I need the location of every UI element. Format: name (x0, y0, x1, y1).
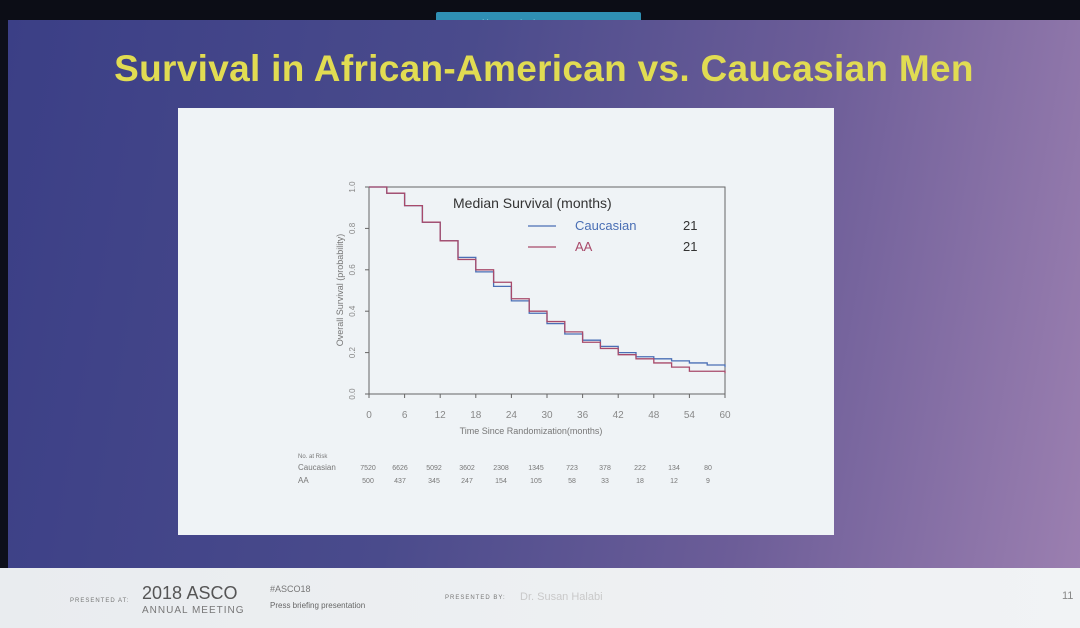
y-axis-label: Overall Survival (probability) (335, 234, 345, 347)
x-tick-label: 18 (470, 410, 482, 421)
at-risk-value: 9 (706, 478, 710, 485)
at-risk-value: 58 (568, 478, 576, 485)
at-risk-value: 33 (601, 478, 609, 485)
y-tick-label: 0.0 (348, 388, 357, 400)
screen-top-bar (0, 0, 1080, 20)
x-tick-label: 6 (402, 410, 408, 421)
at-risk-value: 7520 (360, 465, 376, 472)
at-risk-row-label: Caucasian (298, 463, 336, 472)
presented-at-label: PRESENTED AT: (70, 598, 130, 604)
asco-meeting: ANNUAL MEETING (142, 605, 245, 616)
legend-value-caucasian: 21 (683, 218, 697, 233)
presented-by-label: PRESENTED BY: (445, 595, 506, 601)
at-risk-value: 1345 (528, 465, 544, 472)
y-tick-label: 0.2 (348, 346, 357, 358)
x-tick-label: 0 (366, 410, 372, 421)
series-line-aa (369, 186, 726, 374)
x-tick-label: 60 (719, 410, 731, 421)
legend-value-aa: 21 (683, 239, 697, 254)
slide-title: Survival in African-American vs. Caucasi… (114, 48, 974, 89)
at-risk-value: 3602 (459, 465, 475, 472)
hashtag: #ASCO18 (270, 584, 311, 594)
x-tick-label: 24 (506, 410, 518, 421)
at-risk-value: 500 (362, 478, 374, 485)
at-risk-value: 345 (428, 478, 440, 485)
press-briefing-label: Press briefing presentation (270, 601, 366, 610)
at-risk-value: 6626 (392, 465, 408, 472)
x-tick-label: 12 (435, 410, 447, 421)
legend-title: Median Survival (months) (453, 195, 612, 211)
slide-footer: PRESENTED AT: PRESENTED BY: (0, 568, 1080, 628)
y-tick-label: 1.0 (348, 181, 357, 193)
at-risk-value: 247 (461, 478, 473, 485)
legend-label-aa: AA (575, 239, 593, 254)
at-risk-value: 723 (566, 465, 578, 472)
at-risk-row-label: AA (298, 476, 309, 485)
x-tick-label: 48 (648, 410, 660, 421)
x-tick-label: 36 (577, 410, 589, 421)
y-tick-label: 0.4 (348, 305, 357, 317)
at-risk-value: 105 (530, 478, 542, 485)
at-risk-header: No. at Risk (298, 454, 328, 460)
x-axis-label: Time Since Randomization(months) (460, 426, 603, 436)
at-risk-value: 2308 (493, 465, 509, 472)
at-risk-value: 18 (636, 478, 644, 485)
survival-chart: 0 6 12 18 24 30 36 42 48 54 60 0.0 0.2 0.4 0.6 0.8 1.0 O… (298, 181, 731, 485)
x-tick-label: 54 (684, 410, 696, 421)
asco-logo: 2018 ASCO ANNUAL MEETING (142, 583, 244, 616)
presenter-name: Dr. Susan Halabi (520, 591, 603, 603)
at-risk-value: 134 (668, 465, 680, 472)
legend-label-caucasian: Caucasian (575, 218, 636, 233)
at-risk-value: 222 (634, 465, 646, 472)
chart-panel: 0 6 12 18 24 30 36 42 48 54 60 0.0 0.2 0.4 0.6 0.8 1.0 O… (178, 108, 834, 535)
asco-year: 2018 (142, 583, 183, 603)
at-risk-value: 437 (394, 478, 406, 485)
x-tick-label: 30 (541, 410, 553, 421)
at-risk-value: 12 (670, 478, 678, 485)
at-risk-value: 80 (704, 465, 712, 472)
at-risk-value: 5092 (426, 465, 442, 472)
y-tick-label: 0.6 (348, 264, 357, 276)
y-tick-label: 0.8 (348, 222, 357, 234)
at-risk-value: 154 (495, 478, 507, 485)
slide-number: 11 (1062, 590, 1074, 602)
at-risk-value: 378 (599, 465, 611, 472)
asco-name: ASCO (186, 583, 238, 603)
x-tick-label: 42 (613, 410, 625, 421)
